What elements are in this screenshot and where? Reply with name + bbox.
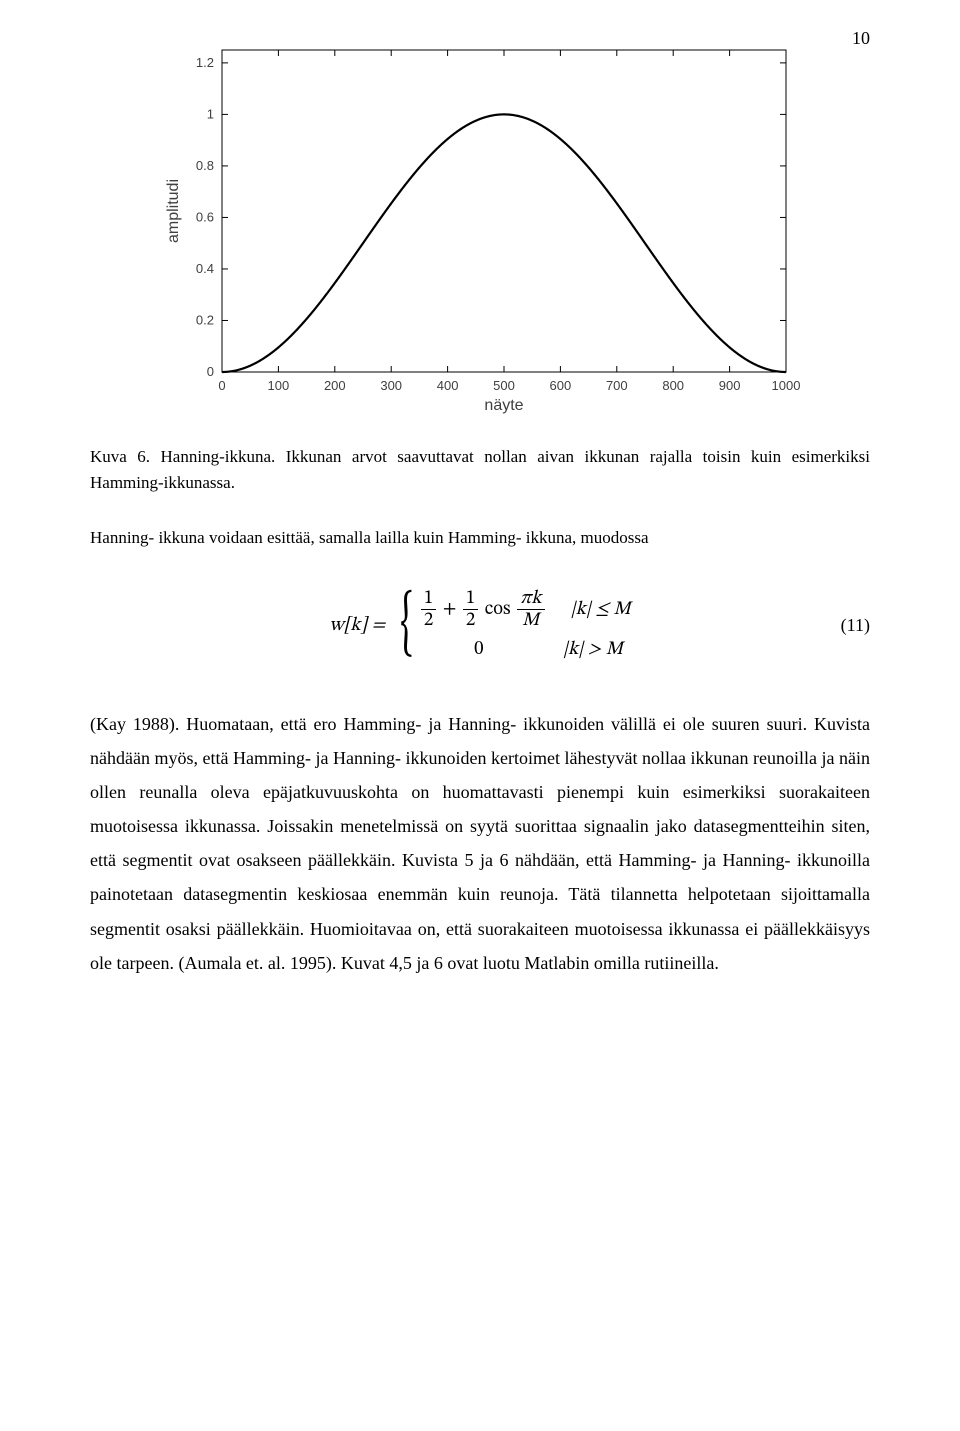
page-number: 10 [852, 28, 870, 49]
svg-text:700: 700 [606, 378, 628, 393]
svg-text:amplitudi: amplitudi [165, 179, 182, 243]
eq-case1-expr: 12 + 12 cos πkM [419, 589, 547, 630]
figure-caption: Kuva 6. Hanning-ikkuna. Ikkunan arvot sa… [90, 444, 870, 495]
eq-lhs: w[k] = [329, 614, 385, 638]
svg-text:0.6: 0.6 [196, 209, 214, 224]
svg-text:0.4: 0.4 [196, 261, 214, 276]
svg-text:0: 0 [218, 378, 225, 393]
svg-text:300: 300 [380, 378, 402, 393]
svg-text:100: 100 [268, 378, 290, 393]
eq-case2-cond: |k| > M [563, 638, 623, 662]
equation-number: (11) [841, 615, 870, 636]
svg-text:900: 900 [719, 378, 741, 393]
equation-block: w[k] = { 12 + 12 cos πkM |k| ≤ M 0 |k| >… [90, 581, 870, 671]
svg-text:1000: 1000 [772, 378, 800, 393]
eq-case2-expr: 0 [419, 638, 539, 662]
svg-text:0.8: 0.8 [196, 158, 214, 173]
hanning-chart: 0 100 200 300 400 500 600 700 800 900 1000 0 0.2 0.4 0… [160, 40, 800, 420]
svg-text:800: 800 [662, 378, 684, 393]
chart-container: 0 100 200 300 400 500 600 700 800 900 1000 0 0.2 0.4 0… [90, 40, 870, 420]
svg-text:1: 1 [207, 106, 214, 121]
svg-text:600: 600 [550, 378, 572, 393]
body-paragraph: (Kay 1988). Huomataan, että ero Hamming-… [90, 707, 870, 981]
svg-text:näyte: näyte [484, 397, 523, 414]
svg-text:0: 0 [207, 364, 214, 379]
eq-case1-cond: |k| ≤ M [571, 598, 631, 622]
svg-text:0.2: 0.2 [196, 312, 214, 327]
svg-text:400: 400 [437, 378, 459, 393]
eq-brace: { [401, 597, 414, 655]
intro-paragraph: Hanning- ikkuna voidaan esittää, samalla… [90, 525, 870, 551]
svg-text:500: 500 [493, 378, 515, 393]
svg-text:200: 200 [324, 378, 346, 393]
svg-text:1.2: 1.2 [196, 55, 214, 70]
